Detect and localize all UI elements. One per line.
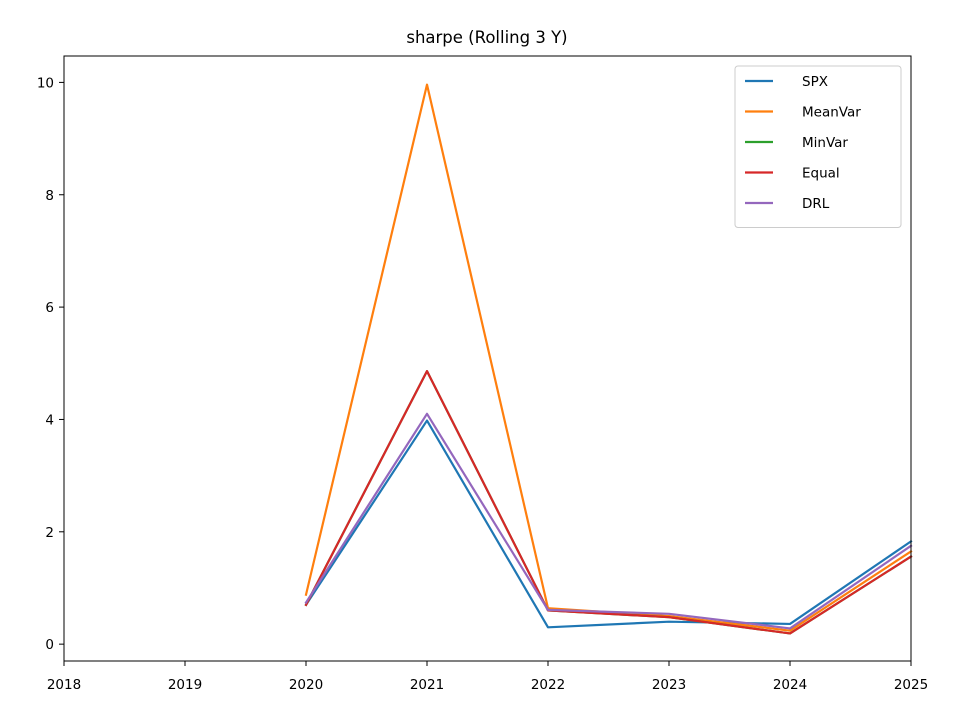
x-tick-label: 2020 bbox=[289, 677, 323, 693]
y-tick-label: 8 bbox=[45, 188, 54, 204]
legend-label: MinVar bbox=[802, 135, 848, 151]
y-tick-label: 10 bbox=[37, 75, 54, 91]
y-tick-label: 4 bbox=[45, 412, 54, 428]
legend-label: Equal bbox=[802, 166, 840, 182]
series-line-spx bbox=[304, 419, 913, 629]
y-tick-label: 2 bbox=[45, 525, 54, 541]
y-tick-label: 0 bbox=[45, 637, 54, 653]
x-tick-label: 2023 bbox=[652, 677, 686, 693]
x-tick-label: 2025 bbox=[894, 677, 928, 693]
series-line-minvar bbox=[304, 370, 913, 635]
chart-title: sharpe (Rolling 3 Y) bbox=[406, 28, 567, 47]
series-line-drl bbox=[304, 412, 913, 630]
y-tick-label: 6 bbox=[45, 300, 54, 316]
legend: SPX MeanVar MinVar Equal DRL bbox=[734, 65, 902, 228]
x-tick-label: 2024 bbox=[773, 677, 807, 693]
legend-label: SPX bbox=[802, 74, 828, 90]
series-line-equal bbox=[304, 370, 913, 635]
x-tick-label: 2018 bbox=[47, 677, 81, 693]
x-axis: 2018 2019 2020 2021 2022 2023 2024 2025 bbox=[47, 661, 928, 693]
x-tick-label: 2019 bbox=[168, 677, 202, 693]
x-tick-label: 2021 bbox=[410, 677, 444, 693]
plot-frame bbox=[63, 55, 912, 662]
y-axis: 0 2 4 6 8 10 bbox=[37, 75, 64, 653]
legend-box bbox=[734, 65, 902, 228]
legend-label: MeanVar bbox=[802, 105, 861, 121]
plot-lines bbox=[304, 83, 913, 635]
legend-label: DRL bbox=[802, 196, 830, 212]
x-tick-label: 2022 bbox=[531, 677, 565, 693]
